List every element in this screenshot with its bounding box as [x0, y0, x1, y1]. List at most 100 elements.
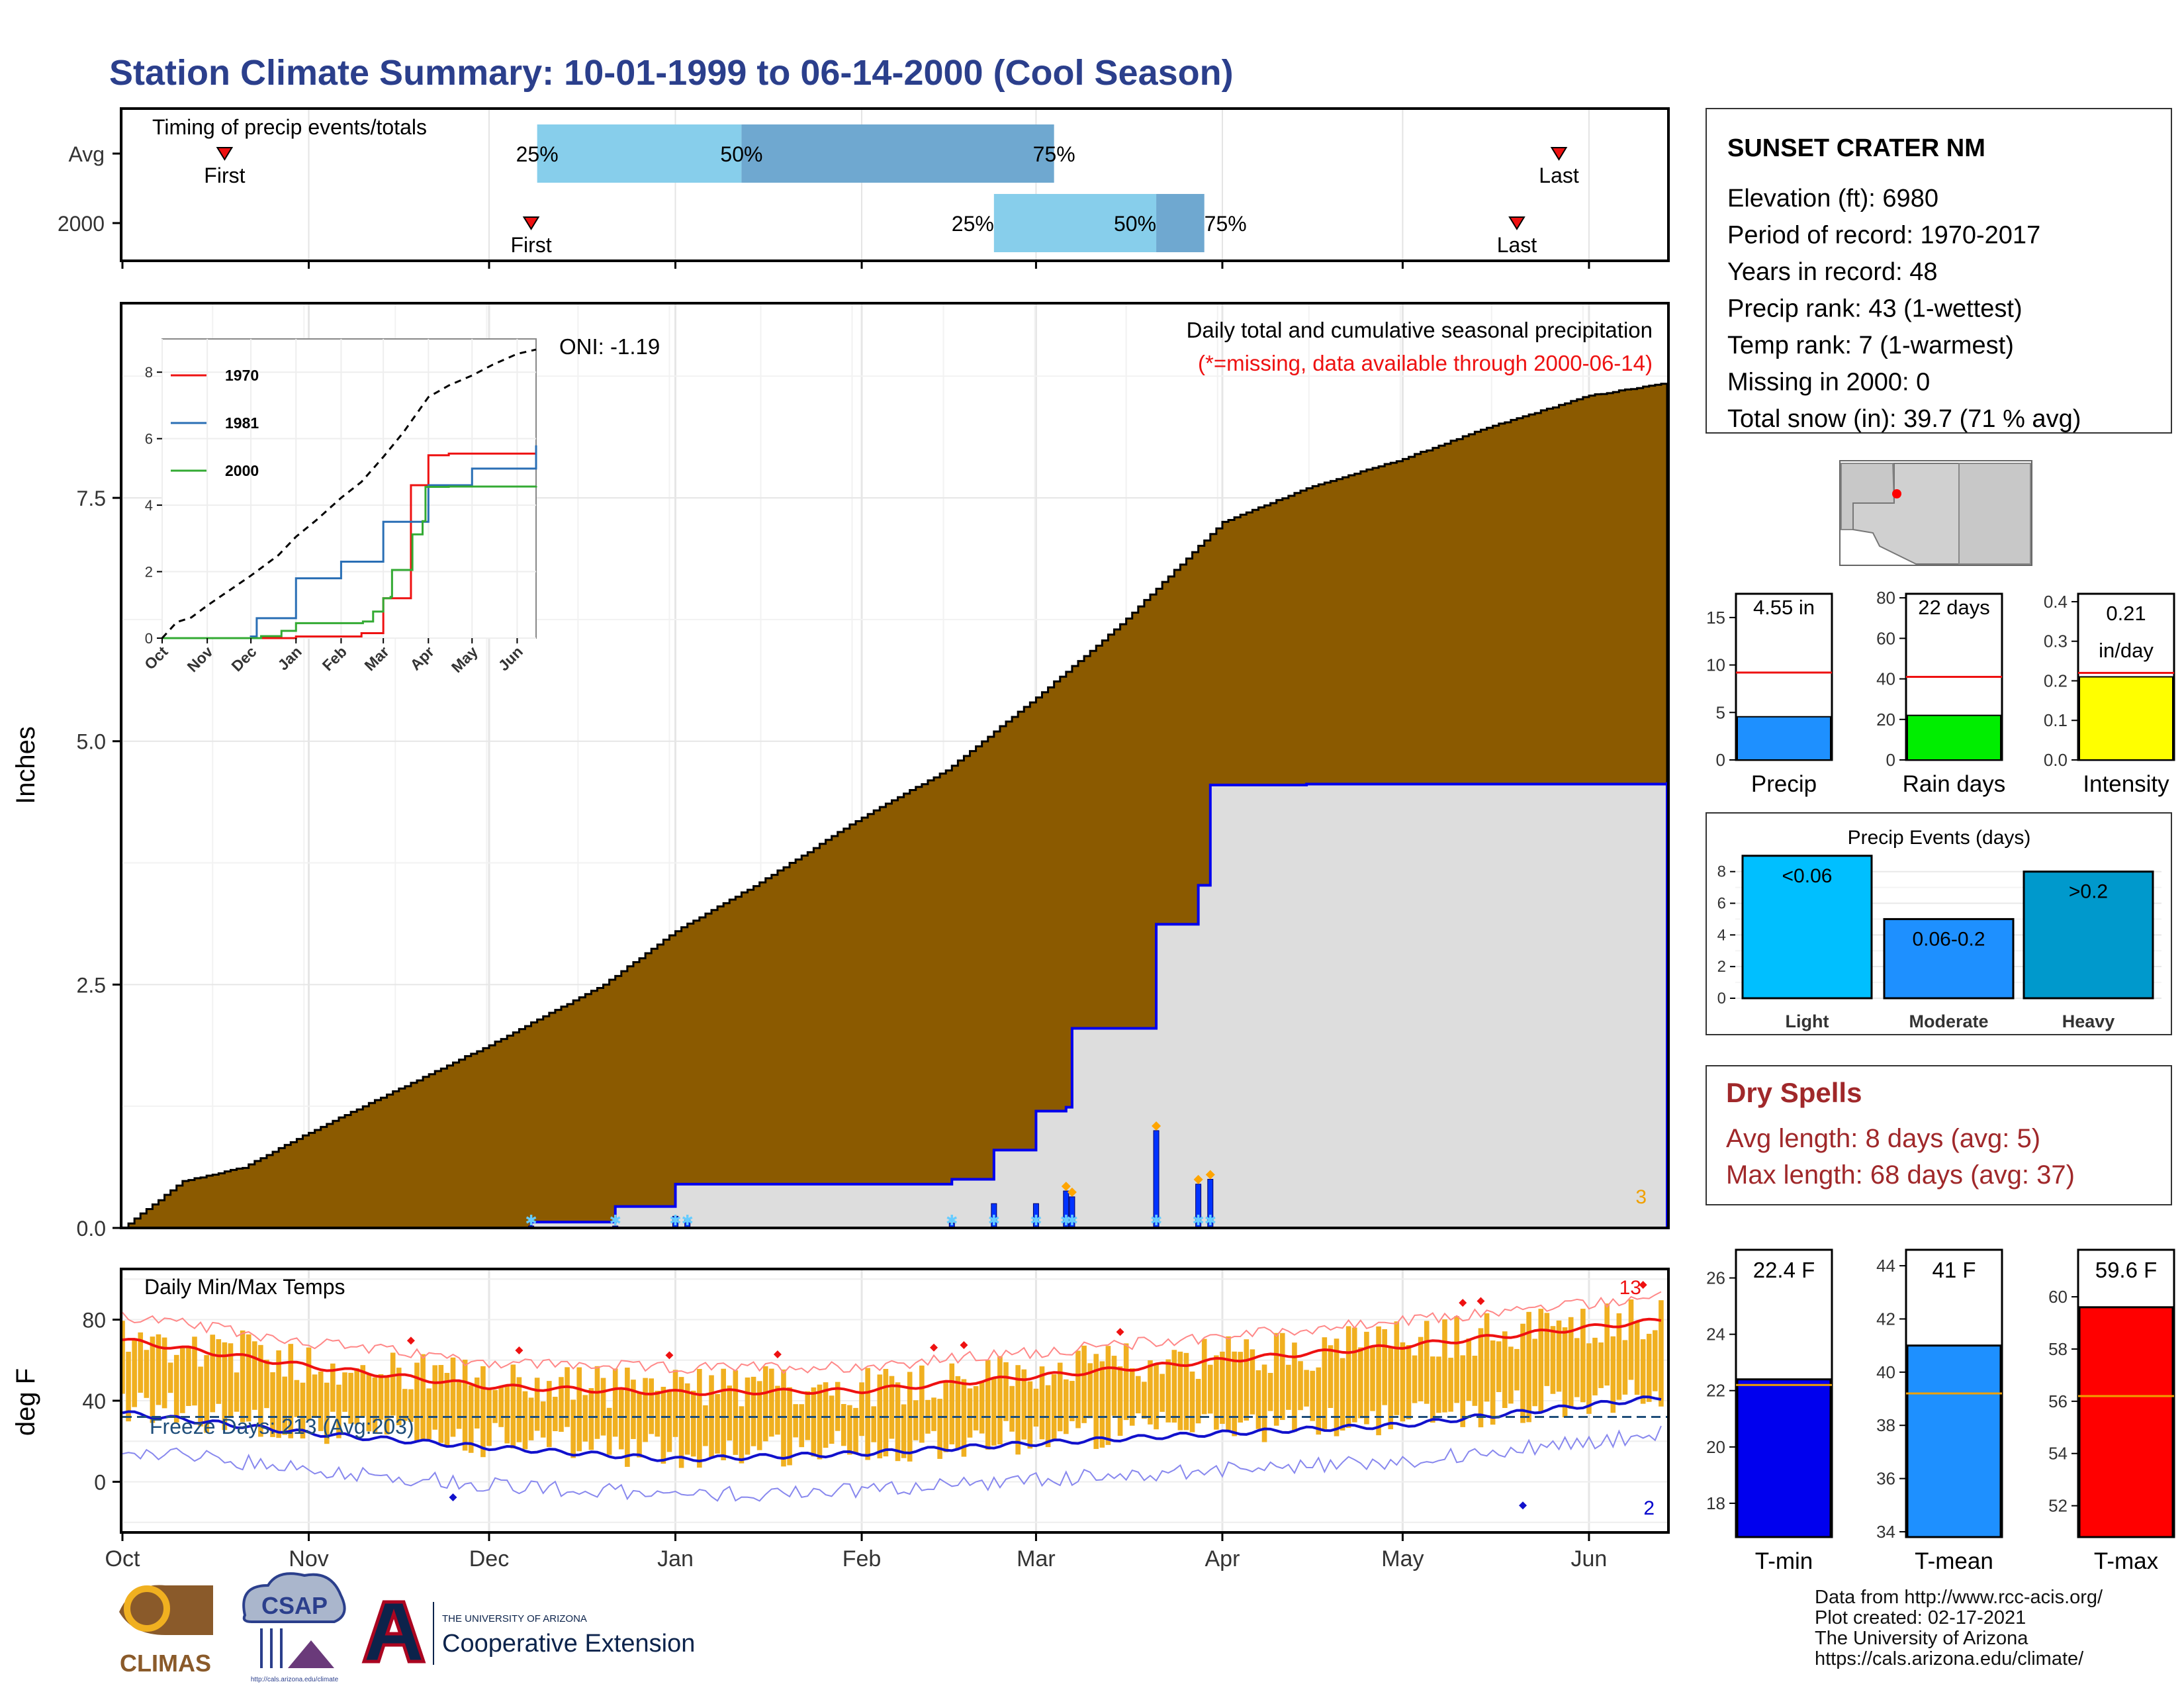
climas-sun-icon: [124, 1585, 170, 1632]
daily-temp-bar: [1544, 1313, 1550, 1386]
daily-temp-bar: [913, 1400, 919, 1440]
events-bar-category: Heavy: [2062, 1011, 2115, 1031]
daily-temp-bar: [1490, 1340, 1496, 1425]
daily-temp-bar: [173, 1354, 179, 1423]
inset-legend-label: 1981: [225, 414, 259, 432]
snow-star-marker: ✱: [1192, 1212, 1204, 1229]
inset-y-tick-label: 6: [145, 431, 153, 447]
inset-y-tick-label: 4: [145, 497, 153, 514]
credit-line: The University of Arizona: [1815, 1628, 2028, 1649]
station-info-line: Temp rank: 7 (1-warmest): [1727, 332, 2014, 359]
events-tick-label: 2: [1717, 958, 1726, 976]
daily-temp-bar: [516, 1377, 522, 1442]
timing-frame: [120, 107, 1670, 262]
daily-temp-bar: [1021, 1369, 1027, 1440]
daily-temp-bar: [1646, 1333, 1652, 1402]
daily-temp-bar: [1634, 1322, 1640, 1395]
daily-temp-bar: [1099, 1361, 1105, 1448]
daily-temp-bar: [450, 1357, 456, 1437]
daily-temp-bar: [1093, 1354, 1099, 1449]
daily-temp-bar: [576, 1367, 582, 1452]
temp-bar-tick-label: 56: [2048, 1391, 2068, 1411]
mini-bar-value-text: 4.55 in: [1753, 596, 1815, 619]
temp-bar-t-min: 22.4 F 18 20 22 24 26 T-min: [1706, 1248, 1833, 1574]
daily-temp-bar: [1160, 1374, 1165, 1412]
temp-bar-value: [1906, 1344, 2002, 1538]
inset-y-tick-label: 2: [145, 564, 153, 581]
daily-temp-bar: [1142, 1382, 1147, 1419]
temp-bar-tick-label: 26: [1706, 1268, 1725, 1288]
daily-temp-bar: [853, 1407, 858, 1453]
precip-panel: ✱ ✱ ✱ ✱ ✱ ✱ ✱ ✱✱ ✱ ✱ ✱ Daily total and cumulative …: [11, 302, 1670, 1241]
avg-max-line: [122, 1317, 1662, 1396]
precip-heading: Daily total and cumulative seasonal prec…: [1187, 318, 1653, 342]
timing-p50-label: 50%: [720, 142, 762, 166]
inset-line-1970: [162, 451, 537, 639]
2000-cumulative-area: [122, 782, 1668, 1229]
daily-temp-bar: [1015, 1365, 1021, 1455]
timing-last-marker: [1550, 147, 1568, 161]
temp-bar-tick-label: 54: [2048, 1444, 2068, 1464]
daily-temp-bar: [522, 1391, 528, 1450]
daily-temp-bar: [553, 1397, 558, 1432]
daily-temp-bar: [1442, 1319, 1447, 1413]
daily-temp-bar: [288, 1344, 294, 1438]
mini-bar-value-text: 22 days: [1918, 596, 1990, 619]
daily-precip-peak-marker: [1205, 1170, 1215, 1180]
daily-temp-bar: [402, 1389, 408, 1421]
daily-temp-bar: [823, 1382, 829, 1448]
daily-temp-bar: [769, 1368, 774, 1437]
temp-bar-tick-label: 36: [1876, 1469, 1895, 1489]
station-info-line: Years in record: 48: [1727, 258, 1938, 286]
events-bar-inner-label: >0.2: [2069, 881, 2108, 903]
daily-temp-bar: [1436, 1356, 1441, 1413]
daily-temp-bar: [1340, 1358, 1345, 1431]
daily-temp-bar: [408, 1389, 414, 1422]
daily-temp-bar: [1051, 1374, 1057, 1441]
daily-temp-bar: [1214, 1355, 1219, 1430]
daily-temp-bar: [1069, 1381, 1075, 1421]
daily-temp-bar: [1532, 1338, 1538, 1407]
daily-temp-bar: [895, 1382, 901, 1462]
daily-temp-bar: [1154, 1363, 1159, 1430]
daily-temp-bar: [1105, 1346, 1111, 1445]
temp-bar-value: [1736, 1378, 1832, 1538]
daily-temp-bar: [631, 1380, 636, 1439]
daily-temp-bar: [126, 1351, 131, 1422]
daily-temp-bar: [456, 1380, 462, 1429]
ua-top-text: THE UNIVERSITY OF ARIZONA: [442, 1613, 587, 1624]
daily-temp-bar: [156, 1334, 161, 1405]
mini-bar-rain-days: 22 days 0 20 40 60 80 Rain days: [1876, 588, 2005, 797]
daily-precip-peak-marker: [1067, 1187, 1077, 1197]
daily-temp-bar: [997, 1356, 1003, 1444]
inset-y-tick-label: 8: [145, 364, 153, 381]
daily-temp-bar: [1267, 1373, 1273, 1411]
daily-temp-bar: [534, 1378, 540, 1431]
daily-temp-bar: [360, 1365, 366, 1417]
temp-bar-tick-label: 18: [1706, 1493, 1725, 1513]
daily-temp-bar: [799, 1404, 805, 1448]
daily-temp-bar: [444, 1372, 450, 1446]
daily-temp-bar: [949, 1363, 955, 1444]
daily-temp-bar: [1526, 1311, 1531, 1423]
mini-bar-tick-label: 0.4: [2044, 592, 2068, 612]
daily-temp-bar: [1232, 1351, 1237, 1436]
csap-url: http://cals.arizona.edu/climate: [251, 1676, 339, 1683]
events-title: Precip Events (days): [1848, 827, 2031, 849]
record-high-marker: [1477, 1297, 1485, 1305]
mini-bar-tick-label: 20: [1876, 710, 1895, 729]
daily-temp-bar: [901, 1404, 907, 1458]
daily-temp-bar: [462, 1360, 468, 1451]
station-info-line: Period of record: 1970-2017: [1727, 222, 2040, 250]
temp-y-tick-label: 80: [82, 1309, 106, 1333]
daily-temp-bar: [1009, 1385, 1015, 1432]
timing-first-label: First: [204, 164, 245, 187]
daily-temp-bar: [312, 1374, 318, 1417]
daily-temp-bar: [865, 1368, 870, 1460]
daily-temp-bar: [1610, 1336, 1616, 1413]
daily-temp-bar: [306, 1347, 312, 1421]
daily-temp-bar: [1244, 1339, 1250, 1421]
timing-row-label: Avg: [68, 142, 105, 166]
inset-line-1981: [162, 445, 537, 639]
precip-y-tick-label: 0.0: [77, 1217, 106, 1241]
